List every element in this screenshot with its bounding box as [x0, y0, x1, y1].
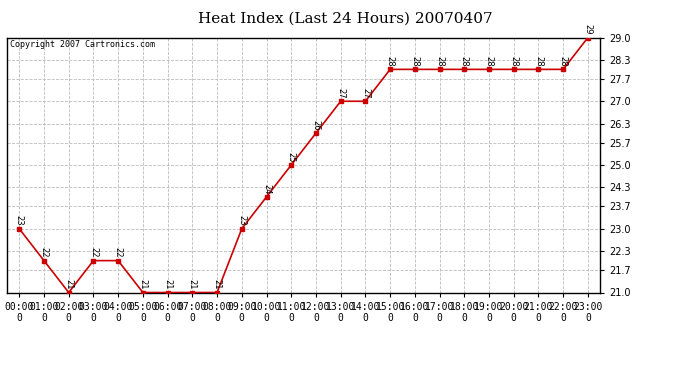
Text: 28: 28 [534, 56, 543, 67]
Text: 21: 21 [188, 279, 197, 290]
Text: Copyright 2007 Cartronics.com: Copyright 2007 Cartronics.com [10, 40, 155, 49]
Text: 21: 21 [163, 279, 172, 290]
Text: 28: 28 [435, 56, 444, 67]
Text: 28: 28 [509, 56, 518, 67]
Text: 28: 28 [460, 56, 469, 67]
Text: 28: 28 [386, 56, 395, 67]
Text: 22: 22 [39, 248, 48, 258]
Text: 21: 21 [213, 279, 221, 290]
Text: 27: 27 [361, 88, 370, 99]
Text: 24: 24 [262, 184, 271, 194]
Text: 22: 22 [89, 248, 98, 258]
Text: 25: 25 [287, 152, 296, 162]
Text: 27: 27 [336, 88, 345, 99]
Text: 28: 28 [484, 56, 493, 67]
Text: 23: 23 [237, 215, 246, 226]
Text: 28: 28 [559, 56, 568, 67]
Text: 29: 29 [584, 24, 593, 35]
Text: 26: 26 [311, 120, 320, 130]
Text: 22: 22 [114, 248, 123, 258]
Text: Heat Index (Last 24 Hours) 20070407: Heat Index (Last 24 Hours) 20070407 [198, 11, 492, 25]
Text: 21: 21 [139, 279, 148, 290]
Text: 23: 23 [14, 215, 23, 226]
Text: 28: 28 [411, 56, 420, 67]
Text: 21: 21 [64, 279, 73, 290]
